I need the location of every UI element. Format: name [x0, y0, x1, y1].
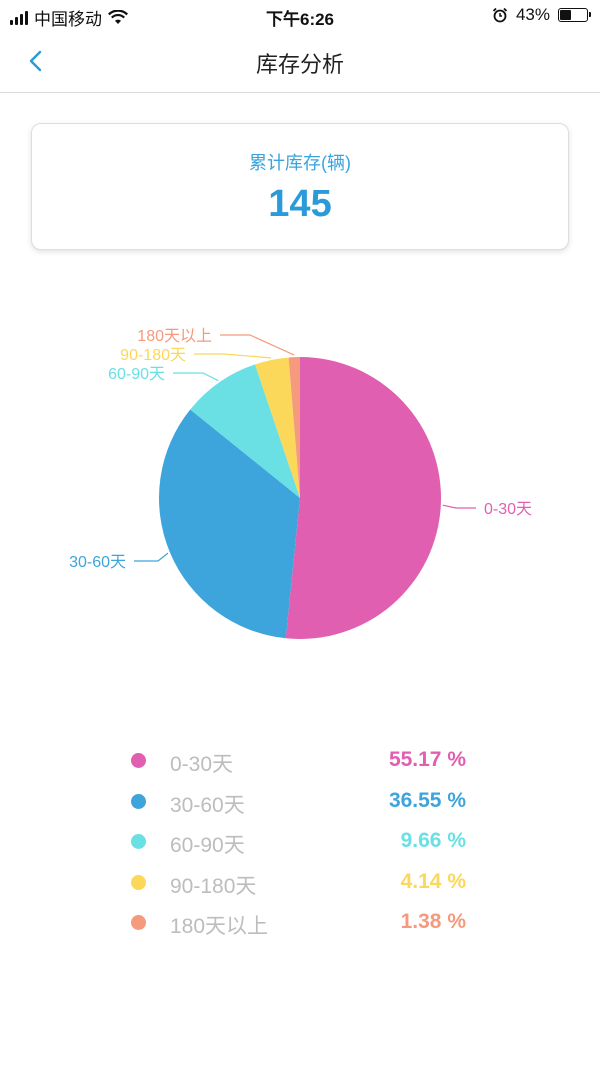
- legend-label: 0-30天: [170, 753, 234, 776]
- legend-value: 1.38 %: [400, 910, 466, 933]
- legend-label: 180天以上: [170, 915, 269, 938]
- nav-bar: 库存分析: [0, 30, 600, 93]
- pie-slice[interactable]: [255, 357, 300, 498]
- wifi-icon: [108, 10, 128, 24]
- status-left: 中国移动: [10, 5, 128, 30]
- legend-row: 30-60天 36.55 %: [0, 781, 600, 822]
- battery-icon: [558, 8, 591, 22]
- cellular-signal-icon: [10, 10, 28, 25]
- pie-slice-label: 90-180天: [120, 347, 186, 364]
- legend-row: 60-90天 9.66 %: [0, 821, 600, 862]
- legend-dot-icon: [131, 834, 146, 849]
- legend-row: 180天以上 1.38 %: [0, 902, 600, 943]
- pie-slice[interactable]: [190, 364, 300, 498]
- legend-label: 30-60天: [170, 793, 245, 817]
- status-bar: 中国移动 下午6:26 43%: [0, 0, 600, 30]
- pie-slice-label: 30-60天: [69, 554, 126, 571]
- alarm-icon: [492, 7, 508, 23]
- pie-slice-label: 60-90天: [108, 366, 165, 383]
- pie-leader-line: [173, 372, 219, 382]
- pie-leader-line: [220, 334, 295, 356]
- legend-dot-icon: [131, 874, 146, 890]
- legend-value: 36.55 %: [388, 788, 466, 812]
- pie-leader-line: [442, 504, 476, 509]
- legend-dot-icon: [131, 753, 146, 768]
- legend-value: 9.66 %: [400, 829, 466, 852]
- legend-value: 55.17 %: [388, 748, 466, 771]
- legend-dot-icon: [131, 793, 146, 809]
- legend-label: 60-90天: [170, 834, 245, 857]
- pie-slice[interactable]: [288, 357, 300, 498]
- pie-chart-svg: 0-30天 30-60天 60-90天 90-180天 180天以上: [69, 327, 532, 639]
- battery-level: [560, 10, 571, 20]
- chevron-left-icon: [29, 50, 42, 72]
- pie-slice[interactable]: [159, 409, 300, 639]
- legend-label: 90-180天: [170, 874, 257, 898]
- battery-percent: 43%: [515, 5, 550, 24]
- back-button[interactable]: [22, 46, 52, 76]
- inventory-summary-card: 累计库存(辆) 145: [31, 123, 569, 250]
- carrier-name: 中国移动: [34, 10, 102, 29]
- pie-leader-line: [194, 353, 272, 359]
- inventory-age-pie-chart: 0-30天 30-60天 60-90天 90-180天 180天以上: [0, 300, 600, 660]
- pie-slice[interactable]: [285, 357, 442, 639]
- legend-row: 0-30天 55.17 %: [0, 740, 600, 781]
- total-inventory-label: 累计库存(辆): [249, 153, 351, 173]
- status-time: 下午6:26: [265, 10, 335, 29]
- total-inventory-value: 145: [268, 183, 332, 225]
- pie-leader-line: [134, 552, 169, 562]
- legend-row: 90-180天 4.14 %: [0, 862, 600, 903]
- pie-slice-label: 0-30天: [484, 501, 532, 518]
- pie-slice-label: 180天以上: [137, 327, 212, 345]
- legend-value: 4.14 %: [400, 869, 466, 893]
- chart-legend: 0-30天 55.17 % 30-60天 36.55 % 60-90天 9.66 % 90-…: [0, 740, 600, 943]
- legend-dot-icon: [131, 915, 146, 930]
- page-title: 库存分析: [255, 52, 344, 77]
- status-right: 43%: [492, 5, 591, 25]
